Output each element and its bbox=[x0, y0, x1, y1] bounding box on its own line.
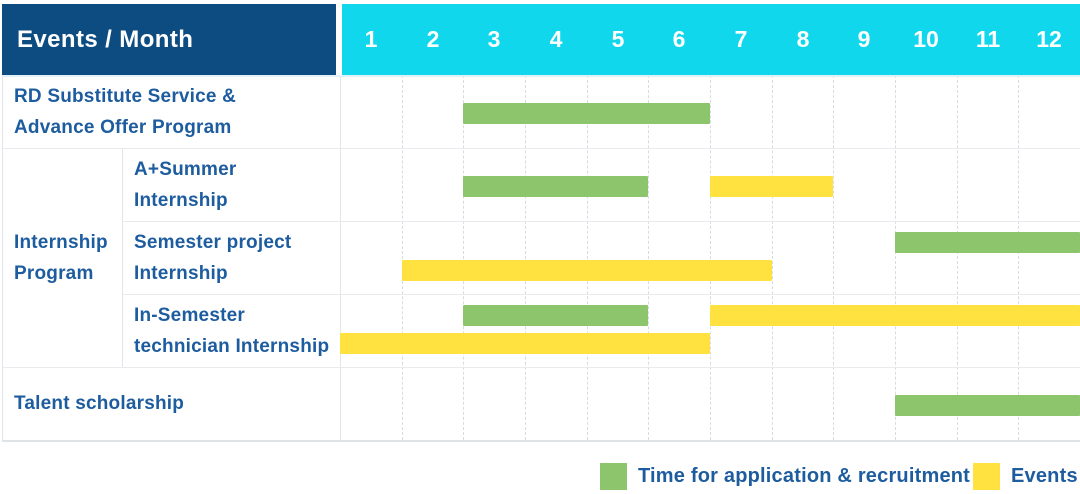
page-title: Events / Month bbox=[17, 25, 194, 53]
month-gridline-2 bbox=[463, 75, 464, 440]
legend-label: Time for application & recruitment bbox=[638, 464, 971, 487]
month-gridline-9 bbox=[895, 75, 896, 440]
month-header-10: 10 bbox=[913, 26, 939, 52]
bar-in-semester-technician-internship-application-m3-5 bbox=[463, 305, 648, 326]
row-label-semester-project-internship: Semester project Internship bbox=[134, 227, 291, 289]
month-header-2: 2 bbox=[426, 26, 440, 52]
legend-swatch-application bbox=[600, 462, 627, 490]
row-divider-2 bbox=[122, 221, 1080, 222]
legend-item-events: Events bbox=[973, 462, 1078, 490]
legend-item-time-for-application-recruitment: Time for application & recruitment bbox=[600, 462, 970, 490]
legend-label: Events bbox=[1011, 464, 1078, 487]
month-header-4: 4 bbox=[549, 26, 563, 52]
month-gridline-8 bbox=[833, 75, 834, 440]
bar-a-summer-internship-events-m7-8 bbox=[710, 176, 833, 197]
month-gridline-10 bbox=[957, 75, 958, 440]
row-label-a-summer-internship-line-1: A+Summer bbox=[134, 159, 237, 180]
table-left-border bbox=[2, 75, 3, 440]
bar-a-summer-internship-application-m3-5 bbox=[463, 176, 648, 197]
row-divider-4 bbox=[2, 367, 1080, 368]
months-header-strip bbox=[342, 4, 1080, 75]
month-header-11: 11 bbox=[975, 26, 1001, 52]
row-label-rd-substitute-service-advance-offer-program-line-1: RD Substitute Service & bbox=[14, 86, 237, 107]
row-label-in-semester-technician-internship-line-2: technician Internship bbox=[134, 336, 330, 357]
table-bottom-border bbox=[2, 440, 1080, 442]
bar-talent-scholarship-application-m10-12 bbox=[895, 395, 1080, 416]
bar-semester-project-internship-events-m2-7 bbox=[402, 260, 772, 281]
group-label-internship-program-line-1: Internship bbox=[14, 232, 108, 253]
month-gridline-3 bbox=[525, 75, 526, 440]
row-label-talent-scholarship-line-1: Talent scholarship bbox=[14, 393, 185, 414]
month-header-8: 8 bbox=[796, 26, 810, 52]
row-label-in-semester-technician-internship: In-Semester technician Internship bbox=[134, 300, 329, 362]
month-gridline-1 bbox=[402, 75, 403, 440]
row-divider-3 bbox=[122, 294, 1080, 295]
month-header-6: 6 bbox=[672, 26, 686, 52]
bar-semester-project-internship-application-m10-12 bbox=[895, 232, 1080, 253]
header-bottom-divider bbox=[2, 75, 1080, 77]
month-gridline-7 bbox=[772, 75, 773, 440]
row-label-rd-substitute-service-advance-offer-program-line-2: Advance Offer Program bbox=[14, 117, 232, 138]
month-header-5: 5 bbox=[611, 26, 625, 52]
row-label-semester-project-internship-line-2: Internship bbox=[134, 263, 228, 284]
sub-column-divider bbox=[122, 148, 123, 367]
row-label-talent-scholarship: Talent scholarship bbox=[14, 388, 184, 419]
month-header-9: 9 bbox=[857, 26, 871, 52]
row-divider-1 bbox=[2, 148, 1080, 149]
month-gridline-6 bbox=[710, 75, 711, 440]
group-label-internship-program-line-2: Program bbox=[14, 263, 94, 284]
bar-in-semester-technician-internship-events-m1-6 bbox=[340, 333, 710, 354]
month-gridline-5 bbox=[648, 75, 649, 440]
bar-in-semester-technician-internship-events-m7-12 bbox=[710, 305, 1080, 326]
row-label-a-summer-internship-line-2: Internship bbox=[134, 190, 228, 211]
row-label-rd-substitute-service-advance-offer-program: RD Substitute Service & Advance Offer Pro… bbox=[14, 81, 236, 143]
row-label-in-semester-technician-internship-line-1: In-Semester bbox=[134, 305, 245, 326]
month-header-12: 12 bbox=[1036, 26, 1062, 52]
month-header-1: 1 bbox=[364, 26, 378, 52]
month-gridline-11 bbox=[1018, 75, 1019, 440]
month-header-7: 7 bbox=[734, 26, 748, 52]
group-label-internship-program: Internship Program bbox=[14, 227, 108, 289]
events-month-header-cell: Events / Month bbox=[2, 4, 336, 75]
bar-rd-substitute-service-advance-offer-program-application-m3-6 bbox=[463, 103, 710, 124]
row-label-semester-project-internship-line-1: Semester project bbox=[134, 232, 292, 253]
row-label-a-summer-internship: A+Summer Internship bbox=[134, 154, 236, 216]
month-gridline-4 bbox=[587, 75, 588, 440]
month-header-3: 3 bbox=[487, 26, 501, 52]
legend-swatch-events bbox=[973, 462, 1000, 490]
label-grid-divider bbox=[340, 75, 341, 440]
